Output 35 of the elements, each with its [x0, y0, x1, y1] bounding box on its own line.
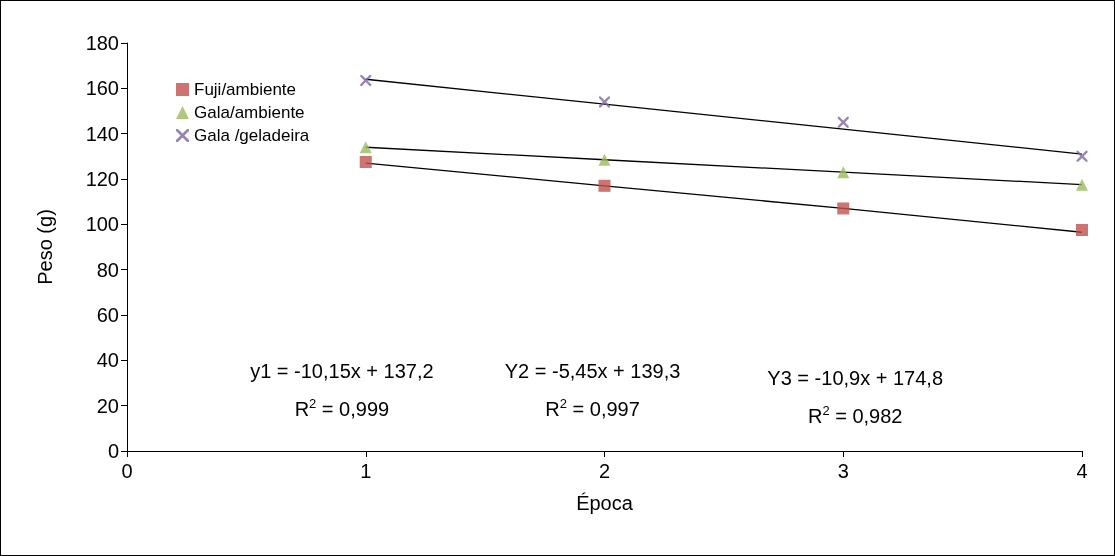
- point: [837, 202, 850, 215]
- point: [837, 166, 850, 179]
- point: [359, 156, 372, 168]
- point: [598, 179, 611, 192]
- x-tick-label: 4: [1076, 460, 1088, 482]
- point: [1076, 224, 1088, 236]
- point: [837, 116, 849, 128]
- y-tick-label: 160: [85, 77, 119, 100]
- legend-label: Gala /geladeira: [194, 126, 310, 145]
- y-tick-label: 40: [96, 349, 119, 372]
- x-axis-title: Época: [576, 492, 634, 514]
- point: [360, 74, 372, 86]
- y-axis-title: Peso (g): [34, 209, 56, 285]
- y-tick-label: 60: [96, 304, 119, 326]
- x-tick-label: 0: [121, 460, 133, 482]
- annotation: y1 = -10,15x + 137,2: [250, 360, 434, 382]
- y-tick-label: 20: [96, 394, 119, 417]
- annotation: Y2 = -5,45x + 139,3: [504, 360, 681, 382]
- legend-label: Gala/ambiente: [194, 103, 305, 122]
- point: [598, 153, 611, 166]
- x-tick-label: 2: [598, 460, 611, 482]
- point: [1076, 178, 1088, 191]
- y-tick-label: 80: [96, 258, 119, 281]
- x-tick-label: 1: [360, 460, 372, 482]
- legend-label: Fuji/ambiente: [194, 80, 297, 99]
- point: [599, 96, 610, 108]
- point: [1076, 150, 1088, 162]
- y-tick-label: 100: [85, 213, 119, 236]
- y-tick-label: 180: [85, 32, 119, 54]
- y-tick-label: 120: [85, 168, 119, 190]
- x-tick-label: 3: [837, 460, 849, 482]
- y-tick-label: 140: [85, 122, 119, 145]
- annotation: Y3 = -10,9x + 174,8: [767, 367, 944, 389]
- y-tick-label: 0: [107, 440, 119, 462]
- point: [359, 141, 372, 154]
